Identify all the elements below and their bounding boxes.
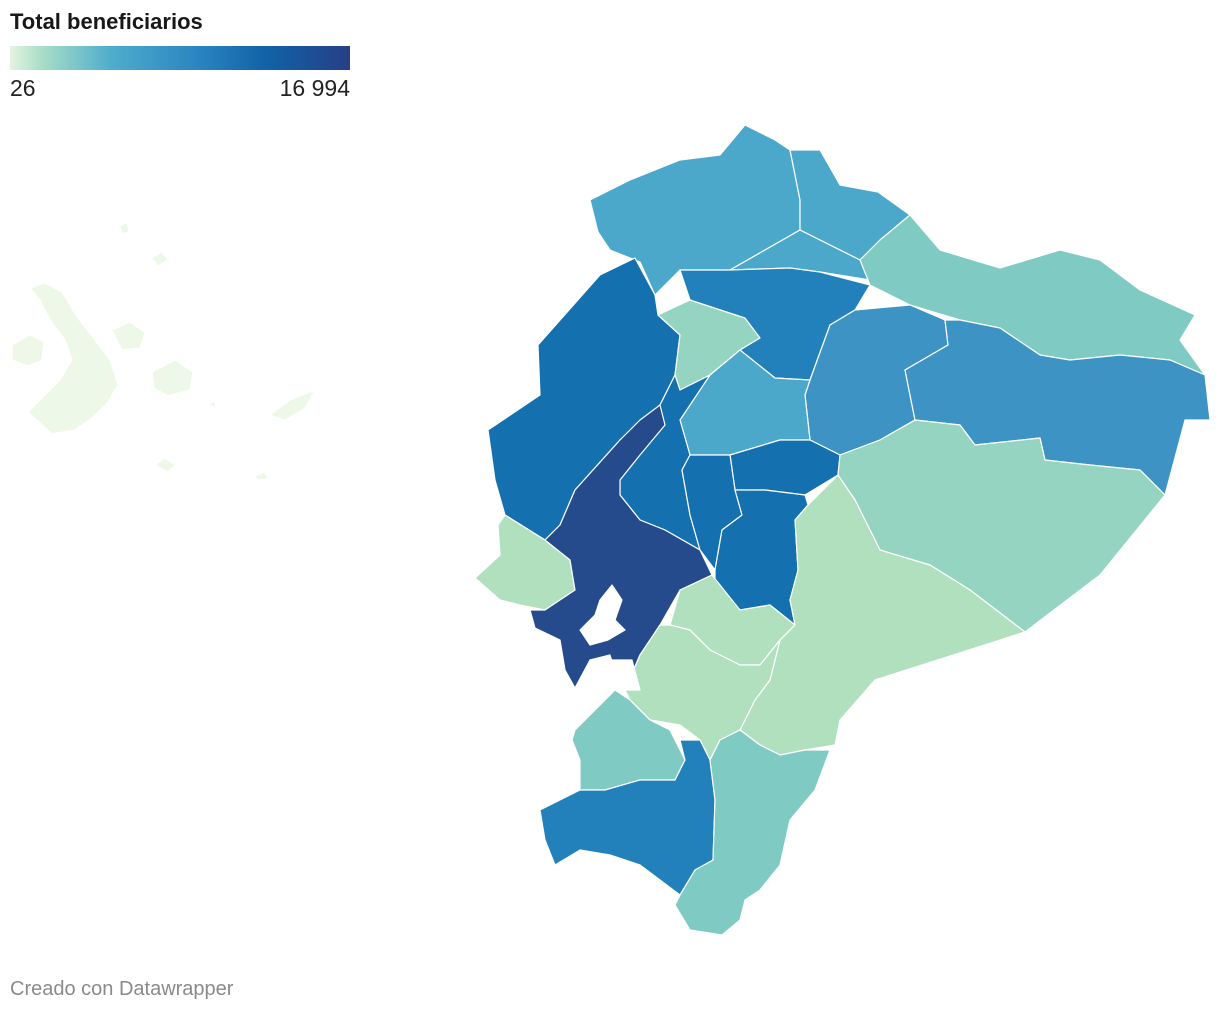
region-galapagos-islet [207,400,217,409]
region-zamora-chinchipe [674,729,831,936]
footer-credit: Creado con Datawrapper [10,978,234,1000]
gulf-channel-water [609,659,641,691]
region-galapagos-floreana [154,457,176,473]
region-galapagos-espanola [254,471,269,481]
region-guayas [529,404,713,691]
region-galapagos-pinta [119,221,130,235]
legend-max-label: 16 994 [279,75,350,101]
legend-color-scale [10,46,350,70]
legend-min-label: 26 [10,75,36,101]
region-morona-santiago [739,474,1026,756]
region-galapagos-san-cristobal [269,389,316,421]
region-galapagos-santiago [111,321,146,351]
region-galapagos-isabela [27,282,119,435]
guayas-estuary-water [579,584,626,646]
region-azuay [624,624,781,761]
legend-title: Total beneficiarios [10,9,203,34]
galapagos-islands[interactable] [11,221,316,481]
region-galapagos-santa-cruz [151,359,194,397]
region-galapagos-genovesa [151,251,169,267]
region-galapagos-fernandina [11,334,45,367]
gulf-islands-water [579,584,641,691]
mainland-provinces[interactable] [474,124,1211,936]
